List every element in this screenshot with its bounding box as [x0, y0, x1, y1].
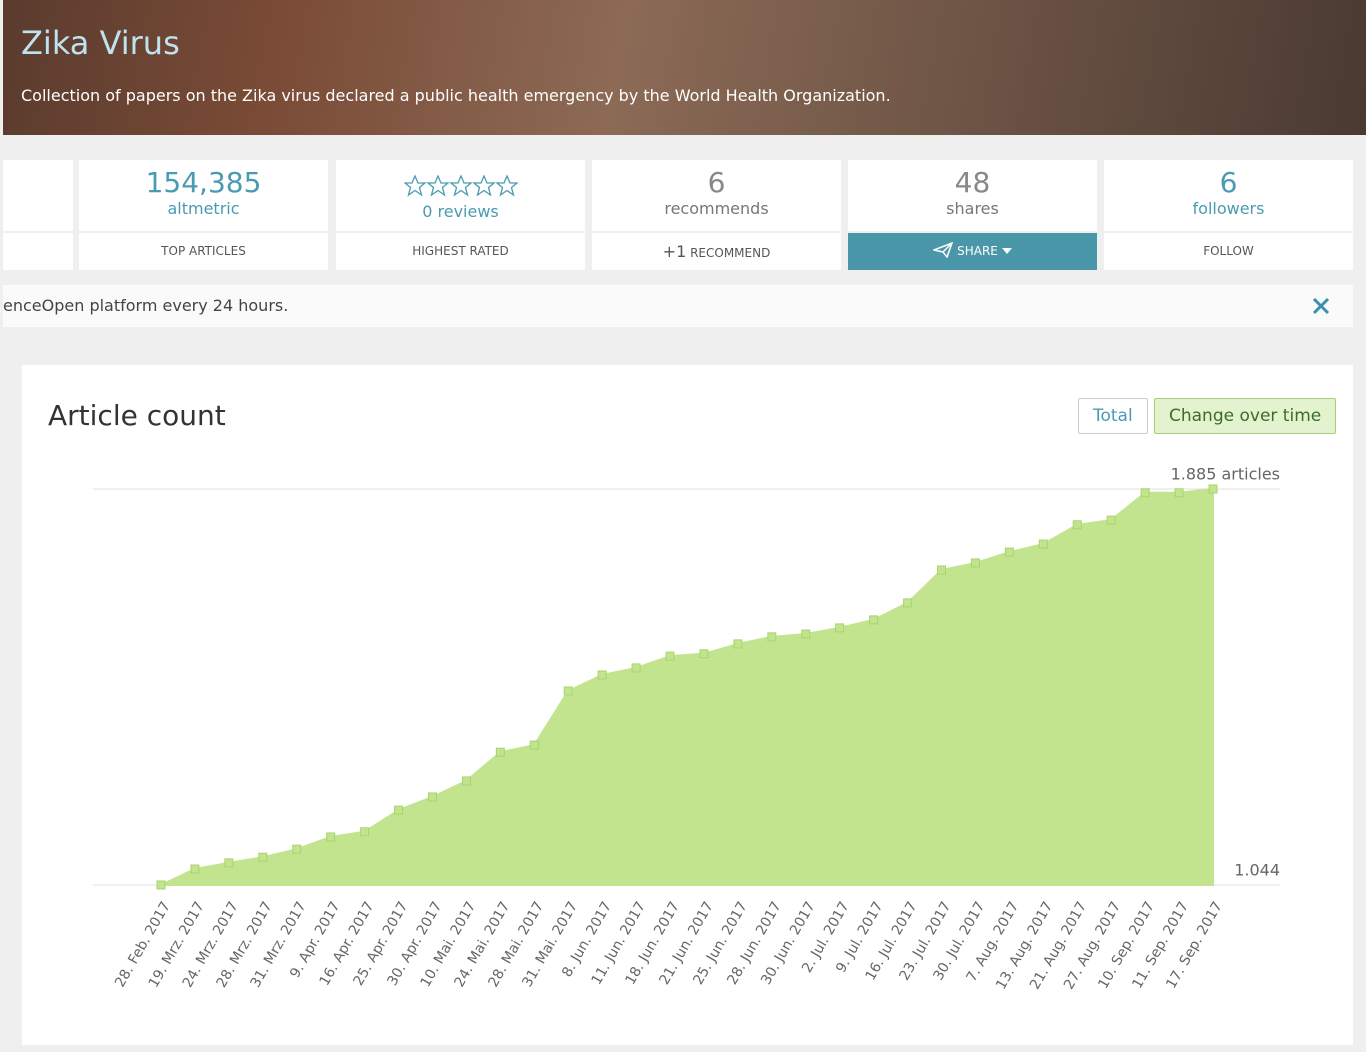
data-point — [462, 777, 470, 785]
chart-title: Article count — [48, 399, 226, 432]
data-point — [802, 630, 810, 638]
close-button[interactable] — [1311, 296, 1331, 316]
data-point — [496, 748, 504, 756]
data-point — [157, 881, 165, 889]
data-point — [768, 633, 776, 641]
data-point — [836, 624, 844, 632]
data-point — [530, 741, 538, 749]
chart-panel: Total Change over time Article count 1.0… — [22, 365, 1353, 1045]
stat-action[interactable]: HIGHEST RATED — [336, 233, 585, 270]
stat-action[interactable]: FOLLOW — [1104, 233, 1353, 270]
stat-label: followers — [1104, 199, 1353, 218]
stat-label: shares — [848, 199, 1097, 218]
data-point — [564, 687, 572, 695]
collection-banner: Zika Virus Collection of papers on the Z… — [3, 0, 1366, 135]
data-point — [1107, 516, 1115, 524]
area — [161, 489, 1213, 885]
action-prefix: +1 — [663, 242, 687, 261]
stat-value: 6 — [1104, 166, 1353, 199]
stat-card: 0 reviews HIGHEST RATED — [336, 160, 585, 270]
stat-action[interactable]: +1 RECOMMEND — [592, 233, 841, 270]
data-point — [938, 566, 946, 574]
data-point — [1209, 485, 1217, 493]
y-tick-label: 1.885 articles — [1171, 465, 1280, 484]
notice-bar: enceOpen platform every 24 hours. — [3, 285, 1353, 327]
send-icon — [933, 242, 953, 258]
stat-action[interactable]: TOP ARTICLES — [79, 233, 328, 270]
stat-card — [3, 160, 73, 270]
data-point — [259, 853, 267, 861]
stat-value: 48 — [848, 166, 1097, 199]
data-point — [870, 616, 878, 624]
data-point — [598, 671, 606, 679]
data-point — [1175, 489, 1183, 497]
action-label: SHARE — [957, 244, 998, 258]
stat-label: altmetric — [79, 199, 328, 218]
stat-label: recommends — [592, 199, 841, 218]
data-point — [1073, 521, 1081, 529]
caret — [1002, 247, 1012, 255]
rating-stars — [404, 174, 518, 198]
data-point — [191, 865, 199, 873]
action-label: RECOMMEND — [690, 246, 770, 260]
data-point — [971, 559, 979, 567]
collection-description: Collection of papers on the Zika virus d… — [21, 86, 891, 105]
data-point — [1141, 489, 1149, 497]
data-point — [293, 845, 301, 853]
data-point — [1039, 540, 1047, 548]
stat-label: 0 reviews — [336, 202, 585, 221]
collection-title: Zika Virus — [21, 24, 180, 62]
stat-value: 154,385 — [79, 166, 328, 199]
share-button[interactable]: SHARE — [848, 233, 1097, 270]
data-point — [666, 652, 674, 660]
y-tick-label: 1.044 — [1234, 861, 1280, 880]
data-point — [225, 859, 233, 867]
data-point — [700, 650, 708, 658]
notice-text: enceOpen platform every 24 hours. — [3, 296, 288, 315]
page: Zika Virus Collection of papers on the Z… — [0, 0, 1366, 1052]
data-point — [361, 828, 369, 836]
data-point — [327, 833, 335, 841]
data-point — [395, 806, 403, 814]
data-point — [1005, 548, 1013, 556]
stat-value: 6 — [592, 166, 841, 199]
data-point — [734, 640, 742, 648]
data-point — [632, 664, 640, 672]
data-point — [904, 599, 912, 607]
data-point — [428, 793, 436, 801]
